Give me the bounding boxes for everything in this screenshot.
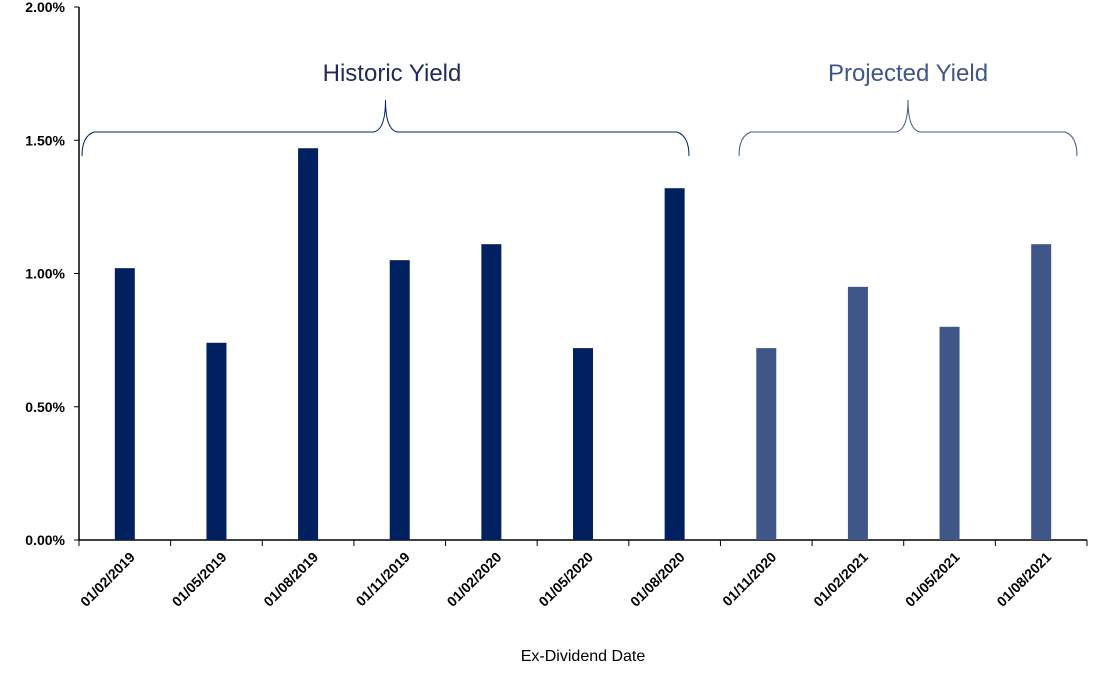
x-tick-label: 01/11/2019: [353, 549, 413, 609]
x-tick-label: 01/05/2020: [535, 549, 596, 610]
y-tick-labels: 0.00% 0.50% 1.00% 1.50% 2.00%: [25, 0, 65, 548]
bar: [756, 348, 777, 540]
x-tick-label: 01/02/2021: [810, 549, 871, 610]
x-tick-label: 01/05/2021: [902, 549, 963, 610]
bar: [939, 326, 960, 540]
x-axis-label: Ex-Dividend Date: [521, 648, 646, 665]
x-tick-label: 01/08/2020: [627, 549, 688, 610]
group-bracket: [81, 99, 690, 157]
bar: [847, 286, 868, 540]
group-brackets: Historic Yield Projected Yield: [81, 60, 1078, 157]
y-tick-label: 1.00%: [25, 266, 65, 282]
x-tick-label: 01/11/2020: [719, 549, 779, 609]
group-label: Historic Yield: [323, 60, 462, 87]
bar: [481, 244, 502, 540]
y-tick-label: 1.50%: [25, 132, 65, 148]
bars: [114, 148, 1052, 540]
x-tick-label: 01/05/2019: [169, 549, 230, 610]
x-tick-label: 01/02/2019: [77, 549, 138, 610]
x-tick-label: 01/02/2020: [444, 549, 505, 610]
x-tick-labels: 01/02/2019 01/05/2019 01/08/2019 01/11/2019…: [77, 549, 1054, 610]
bar: [664, 188, 685, 540]
y-tick-label: 2.00%: [25, 0, 65, 15]
group-label: Projected Yield: [828, 60, 988, 87]
x-tick-label: 01/08/2021: [993, 549, 1054, 610]
group-bracket: [738, 99, 1078, 157]
bar: [114, 268, 135, 540]
bar: [389, 260, 410, 540]
bar: [206, 342, 227, 540]
y-tick-label: 0.50%: [25, 399, 65, 415]
bar: [573, 348, 593, 540]
bar: [298, 148, 319, 540]
x-tick-label: 01/08/2019: [260, 549, 321, 610]
y-tick-label: 0.00%: [25, 532, 65, 548]
bar: [1031, 244, 1052, 540]
